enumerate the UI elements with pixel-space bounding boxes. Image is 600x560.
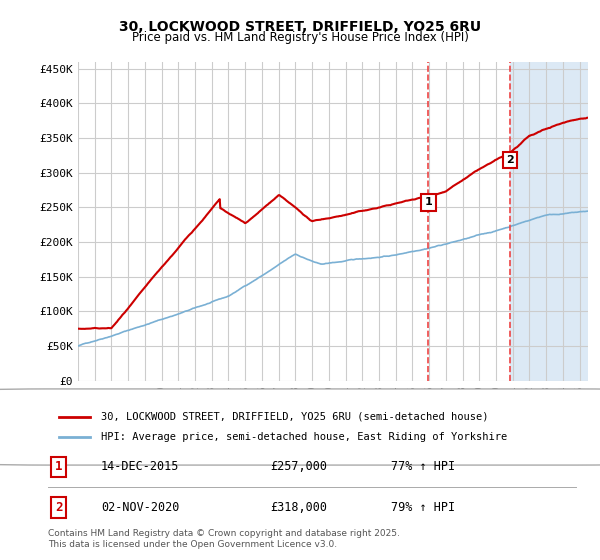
Text: HPI: Average price, semi-detached house, East Riding of Yorkshire: HPI: Average price, semi-detached house,…: [101, 432, 507, 442]
Text: Price paid vs. HM Land Registry's House Price Index (HPI): Price paid vs. HM Land Registry's House …: [131, 31, 469, 44]
Text: £257,000: £257,000: [270, 460, 327, 473]
Text: 30, LOCKWOOD STREET, DRIFFIELD, YO25 6RU (semi-detached house): 30, LOCKWOOD STREET, DRIFFIELD, YO25 6RU…: [101, 412, 488, 422]
Text: 14-DEC-2015: 14-DEC-2015: [101, 460, 179, 473]
Text: 1: 1: [424, 198, 432, 207]
Text: £318,000: £318,000: [270, 501, 327, 514]
Text: 79% ↑ HPI: 79% ↑ HPI: [391, 501, 455, 514]
Text: 30, LOCKWOOD STREET, DRIFFIELD, YO25 6RU: 30, LOCKWOOD STREET, DRIFFIELD, YO25 6RU: [119, 20, 481, 34]
Text: 2: 2: [55, 501, 62, 514]
Text: 1: 1: [55, 460, 62, 473]
FancyBboxPatch shape: [0, 389, 600, 465]
Text: Contains HM Land Registry data © Crown copyright and database right 2025.
This d: Contains HM Land Registry data © Crown c…: [48, 529, 400, 549]
Text: 02-NOV-2020: 02-NOV-2020: [101, 501, 179, 514]
Bar: [510, 62, 588, 381]
Text: 77% ↑ HPI: 77% ↑ HPI: [391, 460, 455, 473]
Text: 2: 2: [506, 155, 514, 165]
